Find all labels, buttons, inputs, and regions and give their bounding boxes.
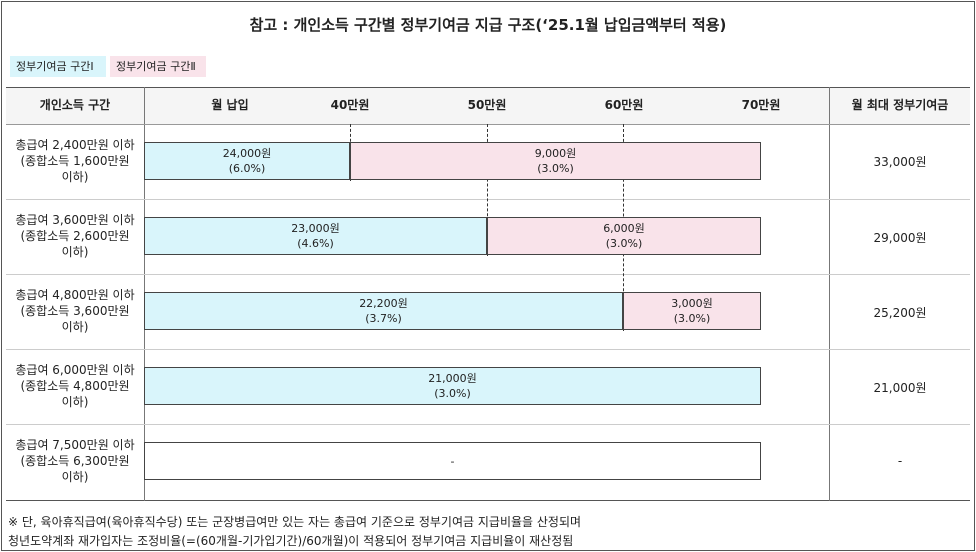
bar-tier1: 22,200원 (3.7%) <box>144 292 623 330</box>
bar-tier1: 21,000원 (3.0%) <box>144 367 761 405</box>
footnote-line2: 청년도약계좌 재가입자는 조정비율(=(60개월-기가입기간)/60개월)이 적… <box>8 534 574 548</box>
row-divider <box>6 274 970 275</box>
header-divider <box>6 124 970 125</box>
row-income-label: 총급여 7,500만원 이하 (종합소득 6,300만원 이하) <box>15 438 135 484</box>
legend-tier2: 정부기여금 구간Ⅱ <box>110 56 206 77</box>
row-divider <box>6 349 970 350</box>
header-payment: 월 납입 <box>211 98 249 112</box>
row-income-label: 총급여 3,600만원 이하 (종합소득 2,600만원 이하) <box>15 213 135 259</box>
header-tick-50: 50만원 <box>467 98 507 112</box>
guide-50 <box>487 124 488 256</box>
max-contribution: 21,000원 <box>873 381 927 395</box>
max-contribution: - <box>897 454 903 468</box>
max-contribution: 33,000원 <box>873 155 927 169</box>
row-income-label: 총급여 6,000만원 이하 (종합소득 4,800만원 이하) <box>15 363 135 409</box>
bar-tier1: 23,000원 (4.6%) <box>144 217 487 255</box>
column-divider-max <box>829 87 830 501</box>
header-max-contribution: 월 최대 정부기여금 <box>851 98 949 112</box>
row-income-label: 총급여 2,400만원 이하 (종합소득 1,600만원 이하) <box>15 138 135 184</box>
header-tick-70: 70만원 <box>741 98 781 112</box>
bar-empty: - <box>144 442 761 480</box>
legend-tier1: 정부기여금 구간Ⅰ <box>10 56 106 77</box>
bar-tier2: 6,000원 (3.0%) <box>487 217 761 255</box>
max-contribution: 25,200원 <box>873 306 927 320</box>
table-header-background <box>6 88 970 124</box>
contribution-table <box>6 87 970 501</box>
bar-tier2: 9,000원 (3.0%) <box>350 142 761 180</box>
row-divider <box>6 424 970 425</box>
bar-tier1: 24,000원 (6.0%) <box>144 142 350 180</box>
max-contribution: 29,000원 <box>873 231 927 245</box>
footnote-line1: ※ 단, 육아휴직급여(육아휴직수당) 또는 군장병급여만 있는 자는 총급여 … <box>8 515 582 529</box>
bar-tier2: 3,000원 (3.0%) <box>623 292 761 330</box>
row-divider <box>6 199 970 200</box>
page-title: 참고 : 개인소득 구간별 정부기여금 지급 구조(‘25.1월 납입금액부터 … <box>249 16 727 34</box>
header-tick-40: 40만원 <box>330 98 370 112</box>
header-income: 개인소득 구간 <box>39 98 111 112</box>
header-tick-60: 60만원 <box>604 98 644 112</box>
row-income-label: 총급여 4,800만원 이하 (종합소득 3,600만원 이하) <box>15 288 135 334</box>
